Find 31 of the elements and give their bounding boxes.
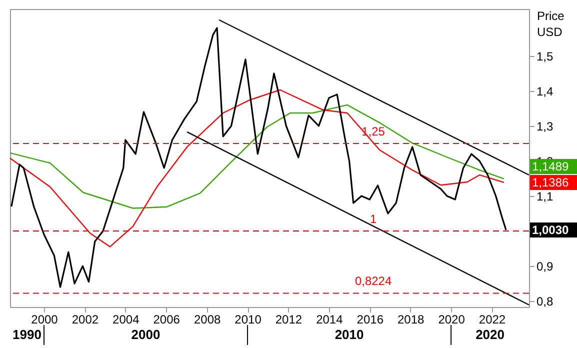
- text: 1,1386: [532, 175, 570, 190]
- ref-line-label: 1: [370, 212, 377, 226]
- ref-line-label: 1,25: [362, 124, 386, 138]
- x-tick-label: 2000: [31, 312, 58, 326]
- ref-line-label: 0,8224: [354, 274, 392, 288]
- x-tick-label: 2008: [194, 312, 221, 326]
- x-tick-label: 2020: [438, 312, 466, 326]
- text: 1990: [12, 327, 42, 342]
- y-tick-label: 1,1: [536, 189, 554, 204]
- x-tick-label: 2010: [234, 312, 262, 326]
- x-tick-label: 2006: [153, 312, 180, 326]
- x-tick-label: 2004: [112, 312, 140, 326]
- y-tick-label: 1,4: [536, 84, 554, 98]
- y-tick-label: 0,9: [536, 260, 554, 274]
- line-series: [10, 27, 507, 288]
- x-tick-label: 2012: [275, 312, 302, 326]
- x-tick-label: 2014: [316, 312, 344, 326]
- text: 1,1489: [532, 159, 570, 174]
- x-tick-label: 2022: [478, 312, 506, 326]
- x-tick-label: 2018: [397, 312, 425, 326]
- text: 2000: [131, 327, 160, 342]
- y-tick-label: 1,3: [536, 119, 554, 134]
- y-tick-label: 1,5: [536, 49, 554, 64]
- x-tick-label: 2016: [356, 312, 384, 326]
- x-tick-label: 2002: [72, 312, 99, 326]
- line-series: [10, 104, 505, 209]
- text: 1,0030: [532, 222, 570, 237]
- y-axis-title: Price USD: [537, 9, 565, 39]
- text: 2010: [334, 327, 364, 342]
- text: 2020: [476, 327, 504, 342]
- y-tick-label: 0,8: [536, 294, 554, 309]
